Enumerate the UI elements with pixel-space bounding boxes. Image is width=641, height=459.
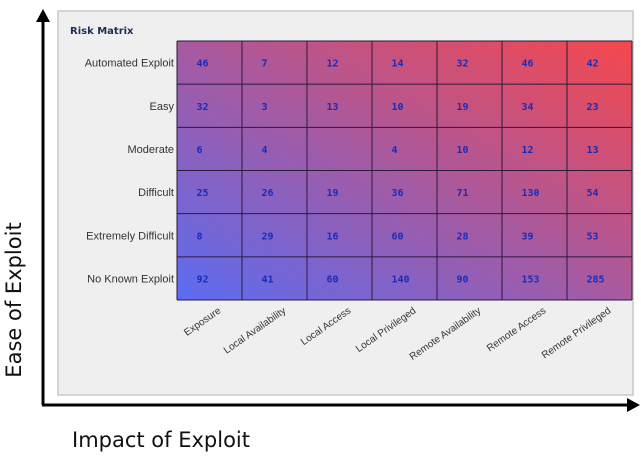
cell-value: 19 bbox=[457, 102, 469, 113]
cell-value: 153 bbox=[522, 274, 540, 285]
cell-value: 28 bbox=[457, 231, 469, 242]
cell-value: 10 bbox=[392, 102, 404, 113]
cell-value: 32 bbox=[197, 102, 209, 113]
cell-value: 130 bbox=[522, 188, 540, 199]
row-labels: Automated Exploit Easy Moderate Difficult Ex… bbox=[85, 58, 175, 286]
cell-value: 23 bbox=[587, 102, 599, 113]
cell-value: 8 bbox=[197, 231, 203, 242]
row-label: Automated Exploit bbox=[85, 58, 174, 70]
cell-value: 12 bbox=[327, 59, 339, 70]
cell-value: 6 bbox=[197, 145, 203, 156]
y-axis-arrow bbox=[36, 9, 50, 22]
cell-value: 3 bbox=[262, 102, 268, 113]
cell-value: 12 bbox=[522, 145, 534, 156]
cell-value: 42 bbox=[587, 59, 599, 70]
cell-value: 4 bbox=[262, 145, 268, 156]
cell-values: 46 7 12 14 32 46 42 32 3 13 10 19 34 23 6 4 4 10 12 13 25 26 1… bbox=[197, 59, 605, 286]
cell-value: 10 bbox=[457, 145, 469, 156]
cell-value: 16 bbox=[327, 231, 339, 242]
row-label: No Known Exploit bbox=[87, 273, 174, 285]
cell-value: 13 bbox=[327, 102, 339, 113]
cell-value: 13 bbox=[587, 145, 599, 156]
y-axis-title: Ease of Exploit bbox=[2, 222, 26, 377]
cell-value: 90 bbox=[457, 274, 469, 285]
cell-value: 60 bbox=[392, 231, 404, 242]
cell-value: 285 bbox=[587, 274, 605, 285]
cell-value: 34 bbox=[522, 102, 534, 113]
cell-value: 36 bbox=[392, 188, 404, 199]
cell-value: 53 bbox=[587, 231, 599, 242]
cell-value: 46 bbox=[197, 59, 209, 70]
chart-title: Risk Matrix bbox=[70, 26, 134, 37]
cell-value: 39 bbox=[522, 231, 534, 242]
cell-value: 92 bbox=[197, 274, 209, 285]
cell-value: 29 bbox=[262, 231, 274, 242]
cell-value: 60 bbox=[327, 274, 339, 285]
x-axis-title: Impact of Exploit bbox=[72, 428, 250, 452]
cell-value: 26 bbox=[262, 188, 274, 199]
row-label: Easy bbox=[150, 101, 175, 113]
cell-value: 19 bbox=[327, 188, 339, 199]
cell-value: 54 bbox=[587, 188, 599, 199]
cell-value: 14 bbox=[392, 59, 404, 70]
cell-value: 32 bbox=[457, 59, 469, 70]
row-label: Extremely Difficult bbox=[86, 230, 174, 242]
heatmap-grid bbox=[176, 40, 633, 301]
row-label: Difficult bbox=[138, 187, 174, 199]
cell-value: 41 bbox=[262, 274, 274, 285]
cell-value: 7 bbox=[262, 59, 268, 70]
cell-value: 140 bbox=[392, 274, 410, 285]
cell-value: 46 bbox=[522, 59, 534, 70]
cell-value: 4 bbox=[392, 145, 398, 156]
cell-value: 25 bbox=[197, 188, 209, 199]
x-axis-arrow bbox=[627, 398, 640, 412]
row-label: Moderate bbox=[128, 144, 174, 156]
cell-value: 71 bbox=[457, 188, 469, 199]
